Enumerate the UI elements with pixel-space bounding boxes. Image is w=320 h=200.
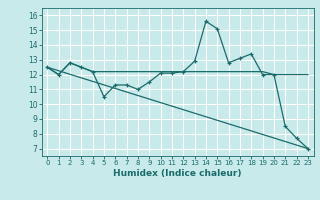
X-axis label: Humidex (Indice chaleur): Humidex (Indice chaleur) [113,169,242,178]
